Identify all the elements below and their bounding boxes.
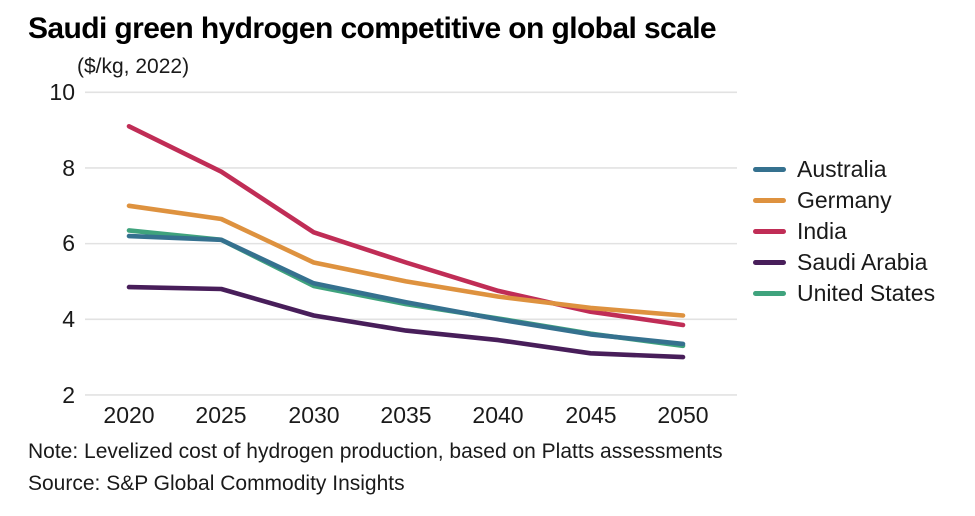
y-axis-tick-10: 10 (49, 79, 75, 105)
india-line (126, 124, 686, 328)
chart-title: Saudi green hydrogen competitive on glob… (28, 12, 717, 45)
legend-item-saudi-arabia: Saudi Arabia (753, 247, 935, 278)
australia-line (126, 233, 686, 347)
united-states-line-swatch (753, 291, 786, 296)
legend-label-india: India (797, 218, 847, 244)
x-axis-tick-2045: 2045 (565, 402, 617, 428)
saudi-arabia-line-swatch (753, 260, 786, 265)
x-axis-tick-2035: 2035 (380, 402, 432, 428)
x-axis-tick-2020: 2020 (103, 402, 155, 428)
x-axis-tick-2025: 2025 (195, 402, 247, 428)
chart-legend: Australia Germany India Saudi Arabia Uni… (753, 154, 935, 309)
legend-item-india: India (753, 216, 935, 247)
saudi-arabia-line (126, 284, 686, 360)
germany-line-swatch (753, 198, 786, 203)
legend-label-germany: Germany (797, 187, 892, 213)
legend-item-united-states: United States (753, 278, 935, 309)
chart-note: Note: Levelized cost of hydrogen product… (28, 440, 723, 463)
legend-item-germany: Germany (753, 185, 935, 216)
legend-label-australia: Australia (797, 156, 887, 182)
india-line-swatch (753, 229, 786, 234)
legend-label-saudi-arabia: Saudi Arabia (797, 249, 928, 275)
y-axis-tick-2: 2 (62, 382, 75, 408)
germany-line (126, 203, 686, 318)
australia-line-swatch (753, 167, 786, 172)
x-axis-tick-2030: 2030 (288, 402, 340, 428)
chart-unit-label: ($/kg, 2022) (77, 55, 190, 78)
x-axis-tick-2040: 2040 (472, 402, 524, 428)
legend-item-australia: Australia (753, 154, 935, 185)
x-axis-tick-2050: 2050 (657, 402, 709, 428)
y-axis-tick-4: 4 (62, 306, 75, 332)
legend-label-united-states: United States (797, 280, 936, 306)
y-axis-tick-6: 6 (62, 230, 75, 256)
y-axis-tick-8: 8 (62, 155, 75, 181)
chart-source: Source: S&P Global Commodity Insights (28, 472, 405, 495)
